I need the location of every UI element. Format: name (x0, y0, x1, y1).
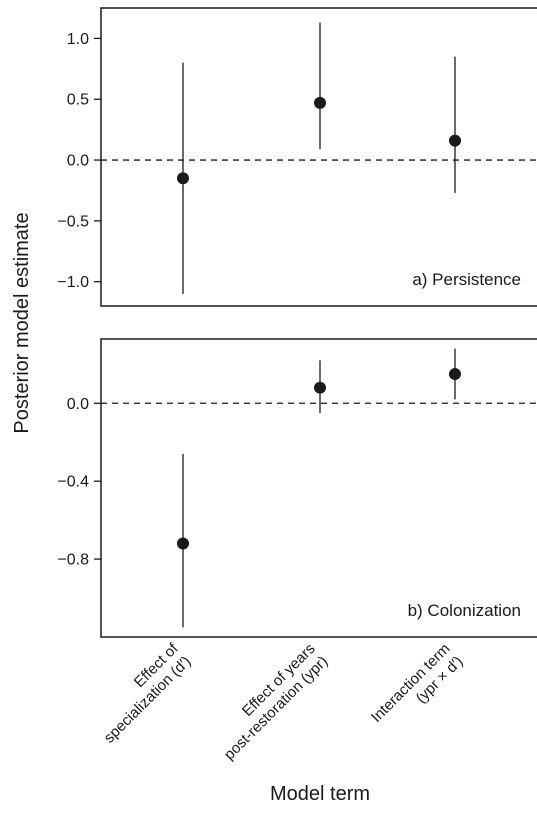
point-estimate-persistence-3 (449, 134, 461, 147)
panel-b-frame (100, 338, 537, 638)
y-axis-title: Posterior model estimate (11, 212, 33, 433)
point-estimate-colonization-2 (314, 381, 326, 394)
y-tick-label-persistence: 0.5 (67, 92, 89, 109)
panel-a-frame (100, 7, 537, 307)
y-tick-label-persistence: 1.0 (67, 31, 89, 48)
category-label-interaction: Interaction term (ypr × d′) (368, 640, 466, 726)
panel-label-colonization: b) Colonization (408, 601, 521, 620)
point-estimate-colonization-1 (177, 537, 189, 550)
point-estimate-persistence-1 (177, 172, 189, 185)
panel-label-persistence: a) Persistence (412, 270, 521, 289)
point-estimate-colonization-3 (449, 368, 461, 381)
y-tick-label-persistence: 0.0 (67, 153, 89, 170)
y-tick-label-colonization: −0.8 (57, 552, 89, 569)
y-tick-label-persistence: −1.0 (57, 274, 89, 291)
point-estimate-persistence-2 (314, 96, 326, 109)
y-tick-label-colonization: −0.4 (57, 474, 89, 491)
category-label-years: Effect of years post-restoration (ypr) (221, 640, 331, 763)
y-tick-label-colonization: 0.0 (67, 396, 89, 413)
category-label-specialization: Effect of specialization (d′) (101, 640, 195, 747)
x-axis-title: Model term (270, 783, 370, 805)
panel-persistence: 1.0 0.5 0.0 −0.5 −1.0 a) Persistence (57, 7, 537, 307)
panel-colonization: 0.0 −0.4 −0.8 b) Colonization (57, 338, 537, 638)
y-tick-label-persistence: −0.5 (57, 213, 89, 230)
